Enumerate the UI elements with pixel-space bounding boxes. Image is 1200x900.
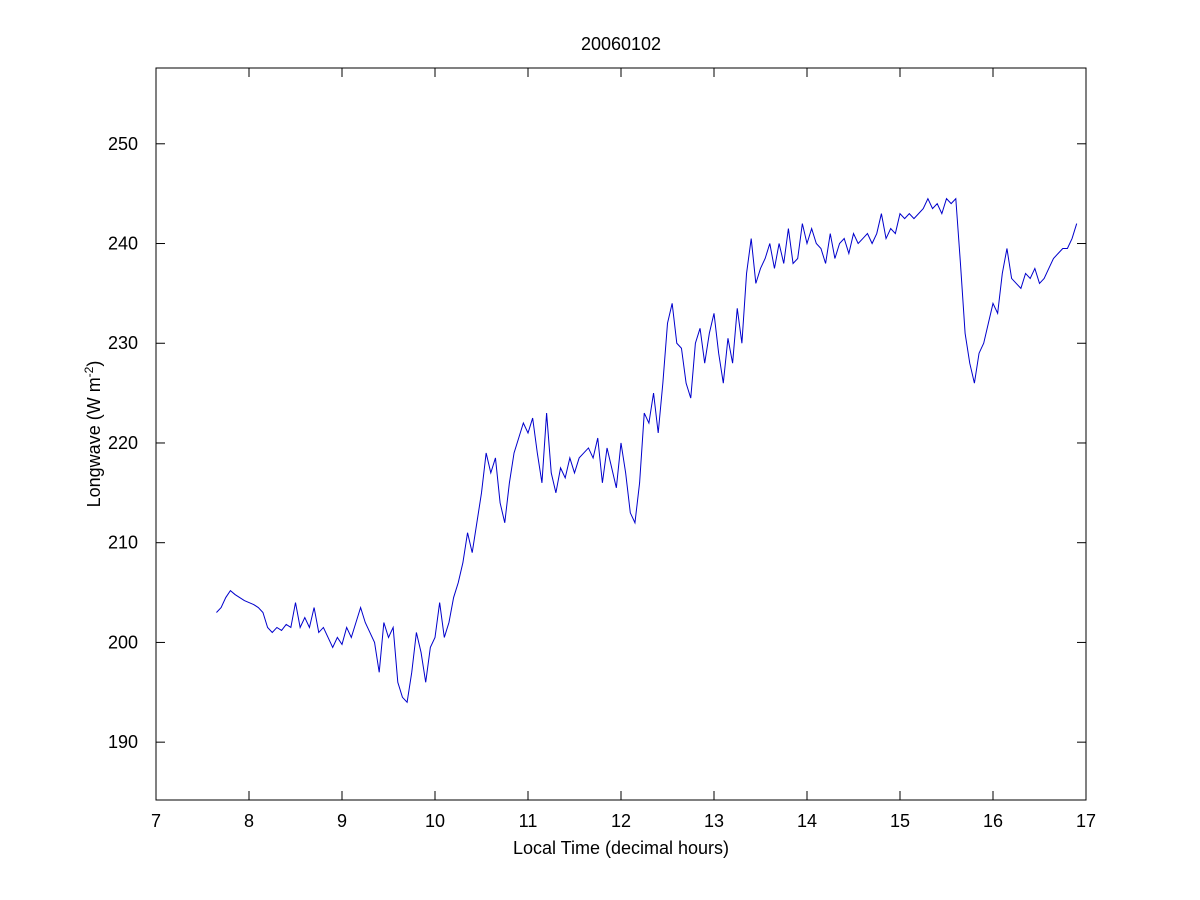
x-tick-label: 12 bbox=[611, 811, 631, 831]
plot-frame bbox=[155, 67, 1087, 801]
y-tick-label: 240 bbox=[108, 234, 138, 254]
x-tick-label: 11 bbox=[519, 811, 538, 831]
data-line bbox=[216, 197, 1078, 704]
x-tick-label: 7 bbox=[151, 811, 161, 831]
x-tick-label: 16 bbox=[983, 811, 1003, 831]
y-tick-label: 220 bbox=[108, 433, 138, 453]
y-tick-label: 230 bbox=[108, 333, 138, 353]
y-axis-label-superscript: -2 bbox=[82, 366, 96, 377]
x-axis-label: Local Time (decimal hours) bbox=[513, 838, 729, 858]
x-tick-label: 17 bbox=[1076, 811, 1096, 831]
x-tick-label: 9 bbox=[337, 811, 347, 831]
x-tick-label: 8 bbox=[244, 811, 254, 831]
y-axis-label: Longwave (W m-2) bbox=[82, 361, 104, 508]
y-tick-label: 200 bbox=[108, 632, 138, 652]
x-tick-label: 10 bbox=[425, 811, 445, 831]
y-tick-label: 250 bbox=[108, 134, 138, 154]
x-tick-label: 14 bbox=[797, 811, 817, 831]
y-axis-label-suffix: ) bbox=[84, 361, 104, 367]
y-tick-label: 190 bbox=[108, 732, 138, 752]
x-tick-label: 13 bbox=[704, 811, 724, 831]
y-axis-label-text: Longwave (W m bbox=[84, 377, 104, 507]
x-tick-label: 15 bbox=[890, 811, 910, 831]
chart-title: 20060102 bbox=[581, 34, 661, 54]
y-tick-label: 210 bbox=[108, 533, 138, 553]
